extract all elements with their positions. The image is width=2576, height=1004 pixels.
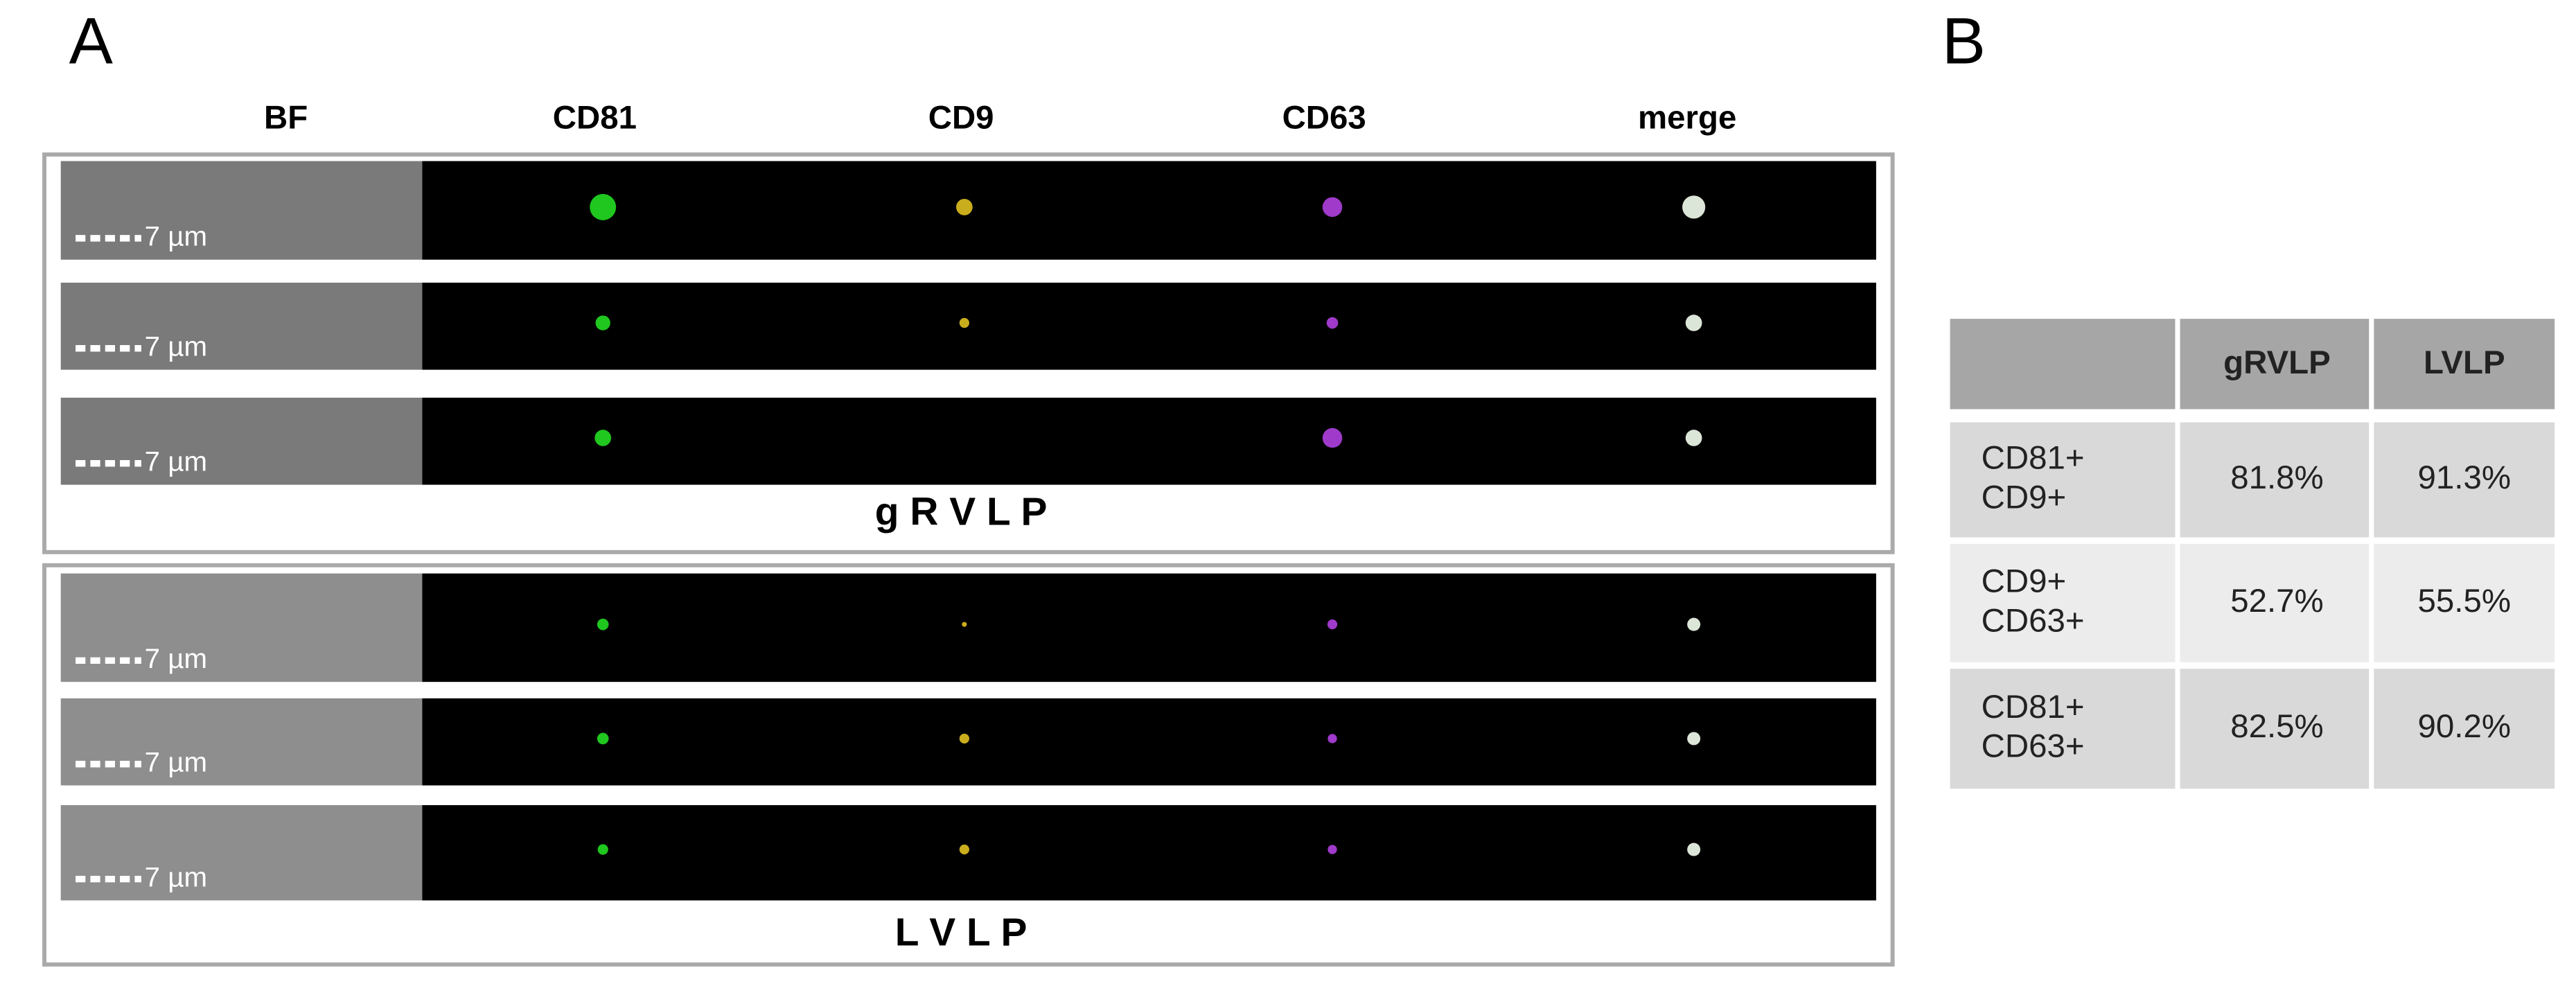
table-header-cell (2180, 319, 2370, 409)
panel-label: A (69, 5, 114, 78)
fluorescent-spot (1327, 619, 1338, 630)
table-value: 90.2% (2418, 708, 2511, 745)
table-value: 91.3% (2418, 459, 2511, 496)
table-cell (2374, 422, 2555, 538)
table-cell (1950, 669, 2176, 789)
group-frame (42, 563, 1895, 967)
fluorescent-spot (1685, 430, 1702, 446)
scale-bar-label: 7 µm (145, 331, 207, 362)
fluorescent-spot (1682, 195, 1706, 219)
row-label: CD63+ (1982, 728, 2085, 765)
scale-bar-label: 7 µm (145, 861, 207, 892)
fluorescent-spot (959, 844, 969, 855)
fluorescent-spot (956, 199, 973, 215)
fluorescent-spot (1327, 845, 1337, 854)
table-cell (1950, 543, 2176, 662)
group-label: L V L P (895, 910, 1027, 954)
table-header-text: LVLP (2424, 344, 2505, 381)
row-label: CD9+ (1982, 479, 2067, 516)
fluorescent-spot (962, 622, 967, 627)
fluorescence-image (422, 698, 1876, 786)
column-header: CD9 (928, 100, 994, 136)
fluorescent-spot (1326, 317, 1339, 329)
row-label: CD81+ (1982, 689, 2085, 725)
scale-bar-label: 7 µm (145, 746, 207, 777)
fluorescent-spot (1322, 197, 1343, 218)
column-header: BF (264, 100, 308, 136)
fluorescent-spot (594, 430, 612, 446)
fluorescent-spot (1327, 734, 1337, 743)
table-cell (2374, 669, 2555, 789)
fluorescent-spot (595, 315, 610, 331)
table-cell (1950, 422, 2176, 538)
group-label: g R V L P (875, 489, 1048, 534)
table-cell (2374, 543, 2555, 662)
brightfield-image (60, 804, 423, 901)
column-header: CD81 (553, 100, 637, 136)
table-header-text: gRVLP (2223, 344, 2331, 381)
fluorescent-spot (597, 618, 609, 631)
fluorescence-image (422, 573, 1876, 682)
group-frame (42, 152, 1895, 554)
fluorescent-spot (1322, 428, 1343, 448)
row-label: CD81+ (1982, 440, 2085, 477)
column-header: merge (1638, 100, 1736, 136)
brightfield-image (60, 698, 423, 786)
table-cell (2180, 422, 2370, 538)
table-cell (2180, 543, 2370, 662)
brightfield-image (60, 161, 423, 260)
fluorescence-image (422, 397, 1876, 485)
scale-bar-label: 7 µm (145, 643, 207, 674)
fluorescent-spot (597, 844, 608, 855)
table-header-cell (2374, 319, 2555, 409)
fluorescent-spot (597, 732, 609, 745)
table-value: 82.5% (2230, 708, 2323, 745)
table-cell (2180, 669, 2370, 789)
fluorescent-spot (590, 193, 617, 220)
brightfield-image (60, 573, 423, 682)
panel-label: B (1942, 5, 1986, 78)
row-label: CD63+ (1982, 602, 2085, 639)
table-header-cell (1950, 319, 2176, 409)
column-header: CD63 (1282, 100, 1366, 136)
brightfield-image (60, 282, 423, 370)
fluorescence-image (422, 282, 1876, 370)
fluorescent-spot (959, 317, 969, 328)
fluorescence-image (422, 161, 1876, 260)
fluorescent-spot (1687, 843, 1701, 856)
fluorescence-image (422, 804, 1876, 901)
scale-bar-label: 7 µm (145, 221, 207, 252)
table-value: 55.5% (2418, 583, 2511, 619)
table-value: 81.8% (2230, 459, 2323, 496)
fluorescent-spot (1687, 617, 1701, 631)
row-label: CD9+ (1982, 563, 2067, 599)
fluorescent-spot (959, 733, 969, 744)
scale-bar-label: 7 µm (145, 446, 207, 477)
fluorescent-spot (1685, 315, 1702, 331)
fluorescent-spot (1687, 732, 1701, 746)
table-value: 52.7% (2230, 583, 2323, 619)
brightfield-image (60, 397, 423, 485)
